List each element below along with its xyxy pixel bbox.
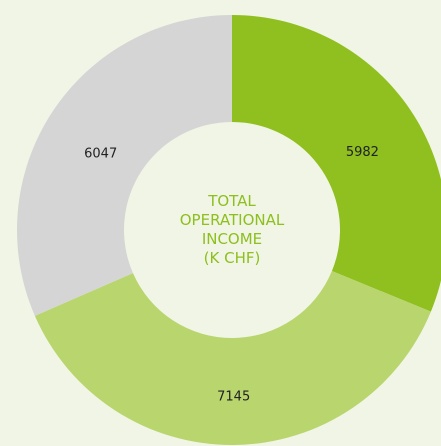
center-label: INCOME xyxy=(202,230,262,248)
donut-segment xyxy=(232,15,441,312)
center-label: OPERATIONAL xyxy=(180,211,285,229)
donut-segment xyxy=(16,15,232,316)
value-label: 6047 xyxy=(84,146,117,161)
value-label: 7145 xyxy=(217,389,250,404)
value-label: 5982 xyxy=(346,145,379,160)
center-label: TOTAL xyxy=(207,192,256,210)
donut-segment xyxy=(34,271,431,445)
center-label: (K CHF) xyxy=(204,249,261,267)
